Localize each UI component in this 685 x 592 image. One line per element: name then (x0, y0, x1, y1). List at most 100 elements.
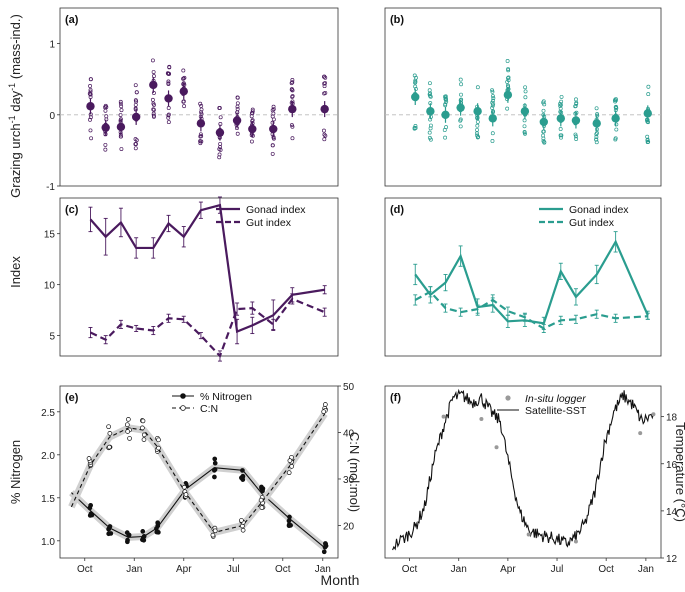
y-label-part: Grazing urch (8, 123, 23, 197)
data-point (287, 514, 292, 520)
raw-point (199, 103, 204, 108)
data-point (140, 529, 146, 534)
raw-point (490, 100, 495, 105)
raw-point (594, 140, 599, 145)
raw-point (573, 134, 578, 139)
mean-point (503, 90, 513, 100)
raw-point (134, 90, 139, 95)
raw-point (506, 68, 511, 73)
mean-point (611, 114, 620, 123)
raw-point (89, 136, 94, 141)
y-tick-label: 18 (666, 413, 678, 424)
series-line (414, 239, 649, 325)
data-point (155, 520, 161, 526)
x-tick-label: Jul (551, 564, 564, 575)
y-tick-label: -1 (46, 182, 55, 193)
panel-label: (a) (65, 14, 79, 26)
raw-point (506, 78, 511, 83)
mean-point (556, 114, 566, 123)
data-point (86, 456, 92, 461)
panel-frame (59, 7, 339, 187)
raw-point (613, 97, 618, 101)
sst-line (392, 388, 654, 551)
raw-point (413, 84, 418, 89)
raw-point (645, 140, 650, 145)
x-axis-label: Month (321, 572, 360, 588)
raw-point (443, 102, 448, 107)
raw-point (594, 137, 599, 142)
panel-frame (384, 197, 662, 357)
y-tick-label: 0 (49, 111, 55, 122)
raw-point (490, 105, 495, 110)
raw-point (166, 120, 171, 125)
y-label-part: (mass-ind.) (8, 14, 23, 83)
y-tick-label: 15 (44, 230, 56, 241)
raw-point (322, 137, 327, 142)
y-label-part: day (8, 90, 23, 115)
raw-point (428, 94, 433, 98)
raw-point (103, 105, 107, 110)
raw-point (506, 75, 511, 80)
raw-point (523, 89, 528, 94)
data-point (154, 526, 159, 531)
raw-point (322, 91, 327, 96)
raw-point (199, 134, 204, 139)
raw-point (559, 94, 564, 99)
data-point (107, 431, 113, 436)
raw-point (614, 127, 619, 132)
raw-point (118, 101, 123, 106)
mean-point (426, 107, 435, 116)
raw-point (427, 130, 432, 135)
raw-point (133, 102, 138, 107)
raw-point (573, 104, 578, 109)
data-point (321, 409, 327, 415)
mean-point (320, 104, 329, 114)
data-point (126, 417, 131, 422)
data-point (212, 456, 218, 462)
data-point (106, 424, 111, 430)
raw-point (289, 81, 294, 86)
raw-point (118, 99, 123, 104)
data-point (181, 484, 187, 490)
data-point (239, 518, 244, 523)
series-line (414, 290, 648, 330)
mean-point (539, 117, 548, 127)
mean-point (101, 123, 110, 132)
raw-point (475, 131, 479, 136)
raw-point (119, 104, 124, 109)
mean-point (179, 87, 188, 96)
data-point (141, 537, 147, 543)
panel-label: (f) (390, 392, 401, 404)
raw-point (412, 125, 417, 130)
raw-point (235, 131, 240, 136)
data-point (125, 537, 130, 543)
raw-point (459, 92, 463, 97)
y-tick-label: 10 (44, 281, 56, 292)
raw-point (151, 101, 156, 106)
raw-point (646, 92, 651, 97)
raw-point (428, 126, 433, 131)
panel-frame (59, 197, 339, 357)
data-point (183, 492, 189, 497)
raw-point (133, 146, 138, 151)
data-point (125, 429, 131, 434)
mean-point (269, 124, 278, 134)
raw-point (250, 111, 254, 116)
raw-point (290, 88, 295, 93)
raw-point (88, 84, 93, 88)
raw-point (413, 86, 418, 91)
data-point (140, 418, 146, 424)
raw-point (290, 124, 295, 129)
mean-point (520, 107, 530, 116)
raw-point (574, 97, 578, 102)
x-tick-label: Jan (638, 564, 654, 575)
raw-point (645, 138, 650, 143)
raw-point (427, 135, 432, 140)
raw-point (150, 58, 155, 63)
x-tick-label: Jul (227, 564, 240, 575)
raw-point (443, 95, 448, 100)
raw-point (118, 113, 123, 117)
raw-point (475, 133, 480, 138)
raw-point (289, 123, 294, 128)
